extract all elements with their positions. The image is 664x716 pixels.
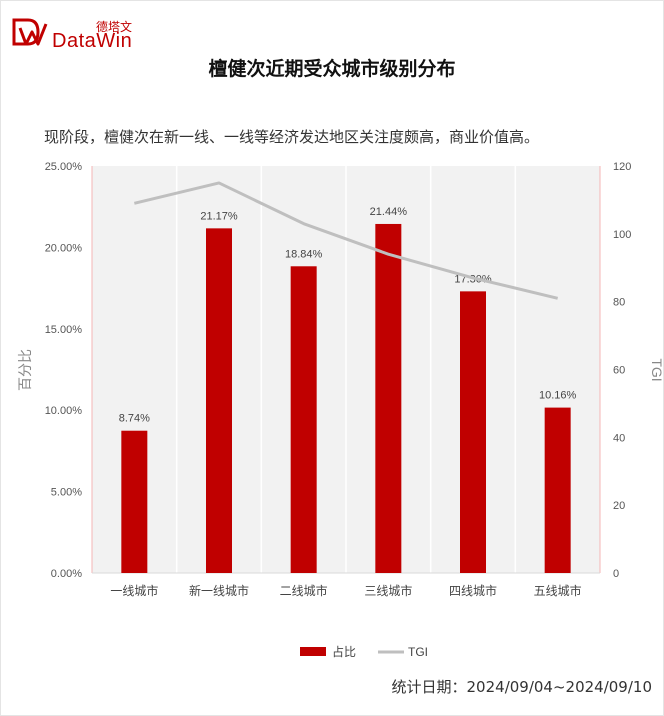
y-tick-label: 15.00% (45, 324, 83, 336)
y2-tick-label: 100 (613, 229, 631, 241)
y2-tick-label: 0 (613, 568, 619, 580)
x-tick-label: 四线城市 (449, 583, 497, 598)
bar-data-label: 8.74% (119, 413, 150, 425)
stat-date: 统计日期：2024/09/04~2024/09/10 (391, 678, 652, 696)
y-axis-title: 百分比 (18, 349, 34, 391)
x-tick-label: 新一线城市 (189, 583, 249, 598)
y2-tick-label: 120 (613, 161, 631, 173)
bar-data-label: 21.44% (370, 206, 408, 218)
bar-data-label: 10.16% (539, 390, 577, 402)
y-tick-label: 10.00% (45, 405, 83, 417)
chart: 0.00% 5.00% 10.00% 15.00% 20.00% 25.00% 0 20 40 6… (18, 161, 664, 659)
legend-label-line: TGI (408, 645, 428, 659)
brand-name-cn: 德塔文 (96, 20, 133, 34)
bar-data-label: 21.17% (200, 210, 238, 222)
chart-title: 檀健次近期受众城市级别分布 (208, 58, 456, 80)
bar (544, 407, 571, 573)
bar (121, 430, 148, 573)
y-tick-label: 20.00% (45, 242, 83, 254)
y2-tick-label: 60 (613, 365, 625, 377)
y-tick-label: 5.00% (51, 487, 82, 499)
brand-name-en: DataWin (52, 30, 133, 52)
y-tick-label: 25.00% (45, 161, 83, 173)
x-tick-label: 三线城市 (364, 583, 412, 598)
y2-tick-label: 80 (613, 297, 625, 309)
y2-tick-label: 40 (613, 432, 625, 444)
bar (460, 291, 486, 573)
x-tick-label: 五线城市 (534, 583, 582, 598)
bar-data-label: 18.84% (285, 248, 323, 260)
legend-swatch-bar (300, 647, 326, 656)
logo-mark-icon (12, 18, 48, 46)
y-tick-label: 0.00% (51, 568, 82, 580)
chart-subtitle: 现阶段，檀健次在新一线、一线等经济发达地区关注度颇高，商业价值高。 (44, 128, 540, 146)
legend-label-bar: 占比 (332, 644, 356, 659)
bar (206, 228, 232, 573)
y2-axis-title: TGI (649, 358, 664, 381)
x-tick-label: 一线城市 (110, 583, 158, 598)
datawin-logo: 德塔文 DataWin (10, 8, 170, 54)
bar (290, 266, 317, 573)
y2-tick-label: 20 (613, 500, 625, 512)
bar (375, 223, 402, 574)
tgi-line (133, 181, 559, 300)
x-tick-label: 二线城市 (280, 583, 328, 598)
